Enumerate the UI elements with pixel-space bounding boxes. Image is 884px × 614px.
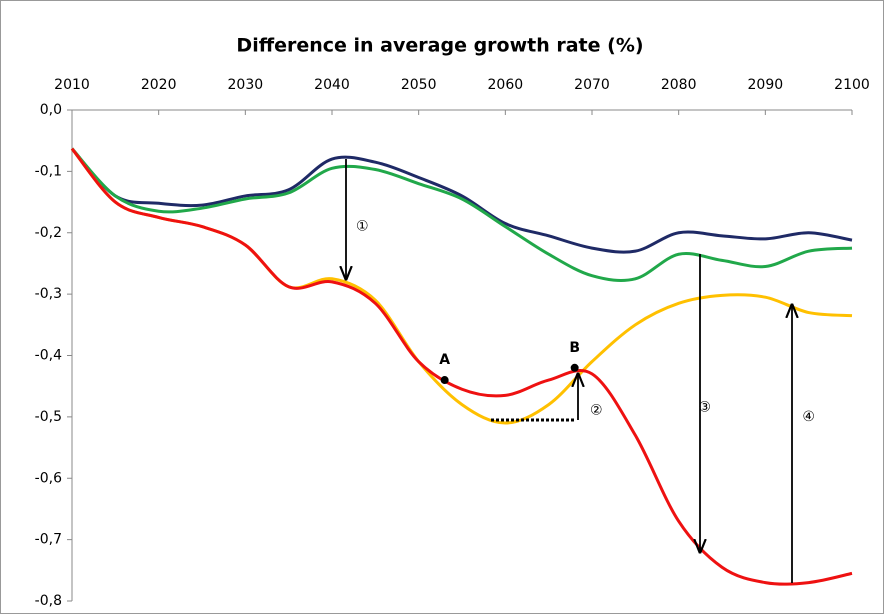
annotation: ③	[698, 400, 711, 416]
x-tick-label: 2040	[314, 77, 350, 93]
annotation: ④	[802, 409, 815, 425]
point-marker	[440, 376, 449, 385]
x-tick-label: 2080	[661, 77, 697, 93]
y-tick-label: -0,4	[35, 348, 62, 364]
point-marker	[570, 363, 579, 372]
chart-title: Difference in average growth rate (%)	[236, 35, 643, 57]
line	[70, 147, 853, 254]
x-tick-label: 2090	[748, 77, 784, 93]
line	[70, 147, 853, 586]
annotation: ①	[356, 219, 369, 235]
x-tick-label: 2050	[401, 77, 437, 93]
annotation: A	[439, 352, 450, 368]
y-tick-label: -0,5	[35, 409, 62, 425]
x-tick-label: 2010	[54, 77, 90, 93]
y-tick-label: -0,8	[35, 593, 62, 609]
annotation: ②	[590, 403, 603, 419]
y-tick-label: 0,0	[40, 102, 62, 118]
x-tick-label: 2070	[574, 77, 610, 93]
x-tick-label: 2100	[834, 77, 870, 93]
arrows	[346, 159, 792, 583]
y-tick-label: -0,6	[35, 470, 62, 486]
y-tick-label: -0,1	[35, 163, 62, 179]
x-tick-label: 2020	[141, 77, 177, 93]
x-tick-label: 2060	[488, 77, 524, 93]
y-tick-label: -0,7	[35, 532, 62, 548]
annotation: B	[569, 340, 580, 356]
y-tick-label: -0,2	[35, 225, 62, 241]
line	[70, 147, 853, 282]
x-tick-label: 2030	[228, 77, 264, 93]
y-tick-label: -0,3	[35, 286, 62, 302]
